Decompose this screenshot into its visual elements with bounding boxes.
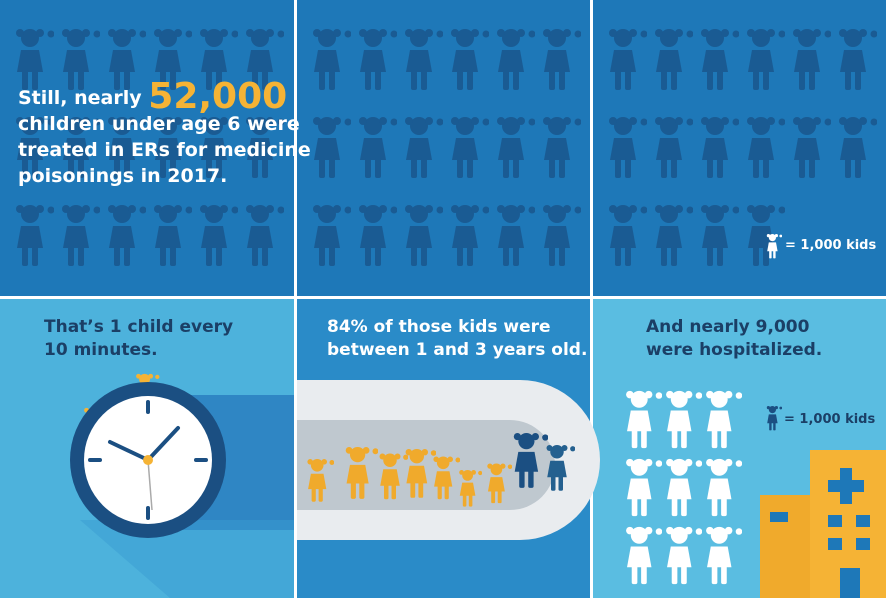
line: And nearly 9,000 <box>646 317 810 337</box>
line: between 1 and 3 years old. <box>327 340 588 360</box>
hospital-cross <box>828 468 864 504</box>
bottom-text: And nearly 9,000 were hospitalized. <box>646 316 822 362</box>
line: were hospitalized. <box>646 340 823 360</box>
line: poisonings in 2017. <box>18 165 228 187</box>
legend: = 1,000 kids <box>785 238 877 253</box>
clock-shadow <box>80 520 294 598</box>
clock-marks <box>88 400 208 520</box>
bottom-text: 84% of those kids were between 1 and 3 y… <box>327 316 587 362</box>
top-text: Still, nearly 52,000 children under age … <box>18 79 311 189</box>
panel-bg <box>0 0 294 296</box>
hospital-windows <box>770 512 870 598</box>
line: 10 minutes. <box>44 340 158 360</box>
clock-second-hand <box>147 459 153 511</box>
panel-bg <box>297 0 590 296</box>
lead: Still, nearly <box>18 87 142 109</box>
line: children under age 6 were <box>18 113 300 135</box>
line: 84% of those kids were <box>327 317 551 337</box>
line: That’s 1 child every <box>44 317 234 337</box>
highlight: 52,000 <box>148 76 288 117</box>
clock-center <box>143 455 153 465</box>
bottom-text: That’s 1 child every 10 minutes. <box>44 316 233 362</box>
legend: = 1,000 kids <box>784 412 876 427</box>
panel-bg <box>593 0 886 296</box>
line: treated in ERs for medicine <box>18 139 311 161</box>
